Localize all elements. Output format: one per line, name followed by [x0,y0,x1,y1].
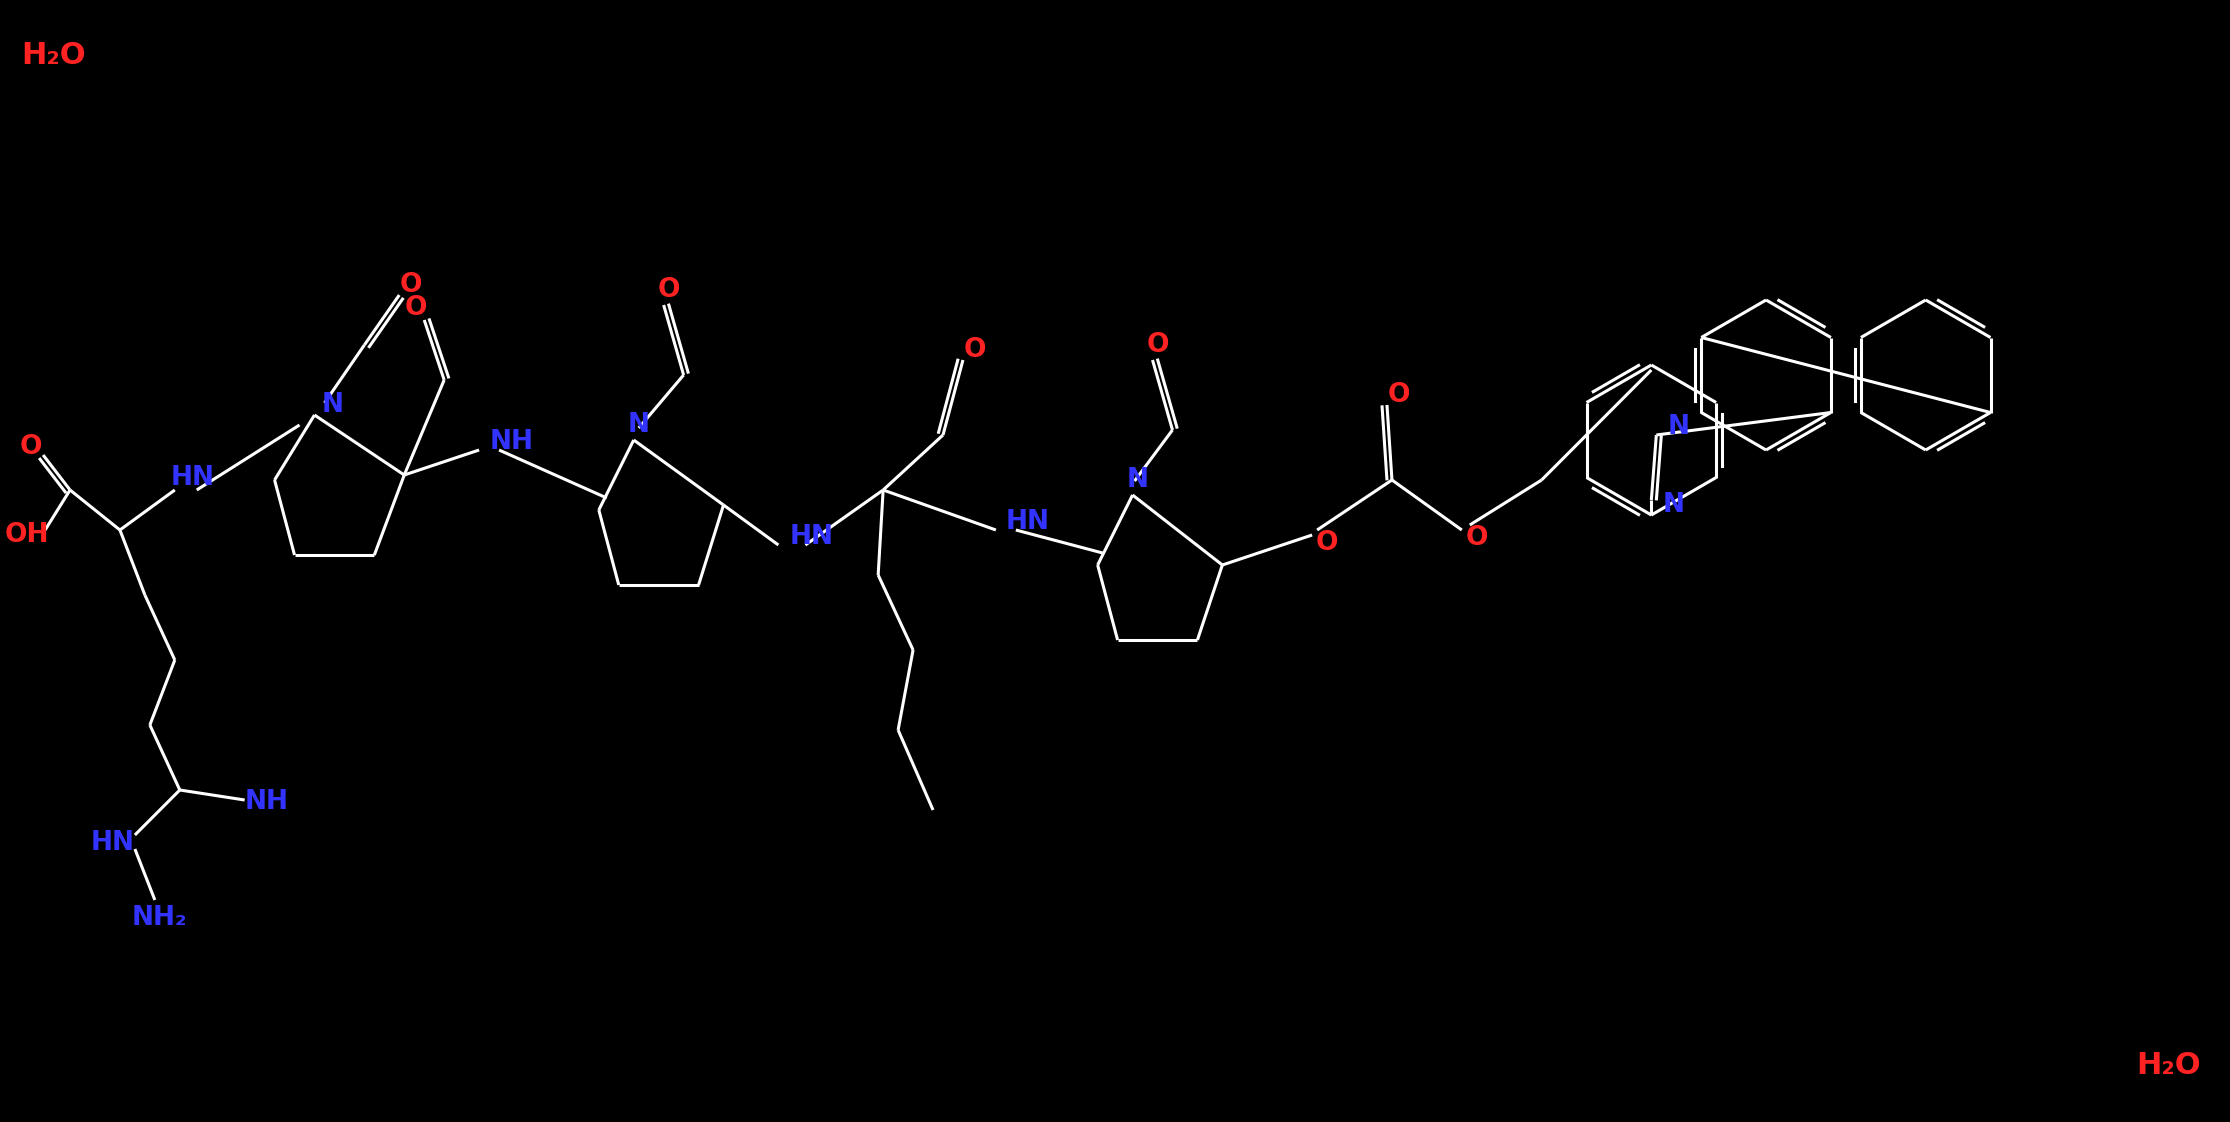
Text: O: O [1387,381,1409,408]
Text: O: O [399,272,421,298]
Text: OH: OH [4,522,49,548]
Text: H₂O: H₂O [20,40,85,70]
Text: O: O [658,277,680,303]
Text: O: O [1465,525,1487,551]
Text: NH: NH [491,429,533,456]
Text: O: O [963,337,986,364]
Text: N: N [1668,414,1690,440]
Text: HN: HN [1006,509,1050,535]
Text: N: N [321,392,343,419]
Text: NH₂: NH₂ [132,905,187,931]
Text: HN: HN [172,465,214,491]
Text: H₂O: H₂O [2136,1050,2201,1079]
Text: N: N [627,412,649,438]
Text: HN: HN [789,524,834,550]
Text: O: O [406,295,428,321]
Text: N: N [1661,493,1684,518]
Text: O: O [20,434,42,460]
Text: O: O [1146,332,1169,358]
Text: O: O [1316,530,1338,557]
Text: HN: HN [91,830,136,856]
Text: NH: NH [245,789,288,815]
Text: N: N [1126,467,1148,493]
